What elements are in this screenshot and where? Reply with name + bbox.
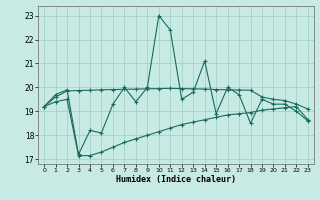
X-axis label: Humidex (Indice chaleur): Humidex (Indice chaleur) <box>116 175 236 184</box>
